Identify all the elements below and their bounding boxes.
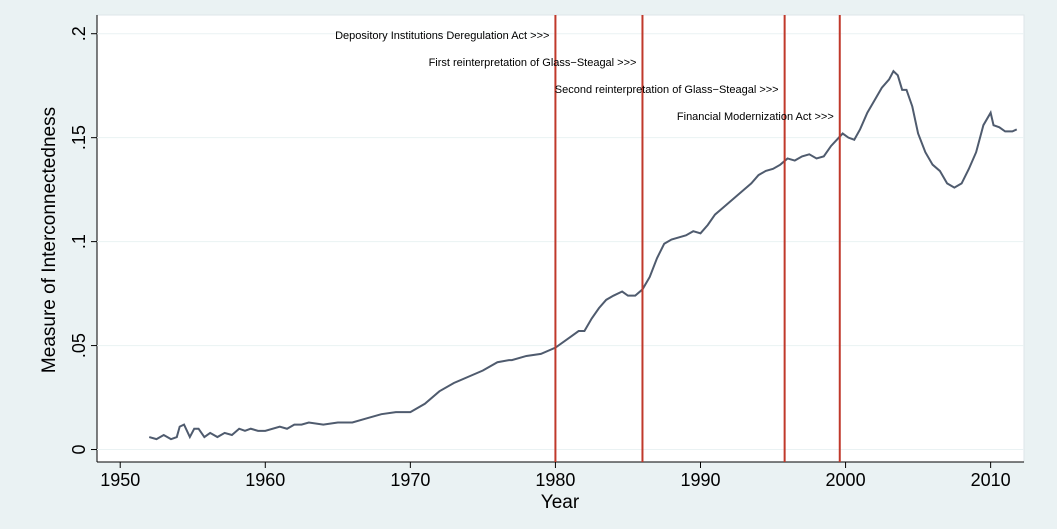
x-axis-label: Year [541,492,580,513]
event-label: Financial Modernization Act >>> [677,111,834,123]
event-label: Second reinterpretation of Glass−Steagal… [555,84,779,96]
y-tick-label: .15 [69,125,89,150]
plot-area [96,14,1025,463]
x-tick-label: 1990 [680,470,720,490]
x-tick-label: 1970 [390,470,430,490]
x-tick-label: 2010 [971,470,1011,490]
y-tick-label: .05 [69,333,89,358]
x-tick-label: 1960 [245,470,285,490]
x-tick-label: 1950 [100,470,140,490]
y-tick-label: .2 [69,26,89,41]
y-tick-label: 0 [69,445,89,455]
y-tick-label: .1 [69,234,89,249]
event-label: First reinterpretation of Glass−Steagal … [429,57,637,69]
x-tick-label: 2000 [826,470,866,490]
series-line [148,69,1018,441]
y-axis-label: Measure of Interconnectedness [39,107,60,373]
event-label: Depository Institutions Deregulation Act… [335,30,549,42]
x-tick-label: 1980 [535,470,575,490]
